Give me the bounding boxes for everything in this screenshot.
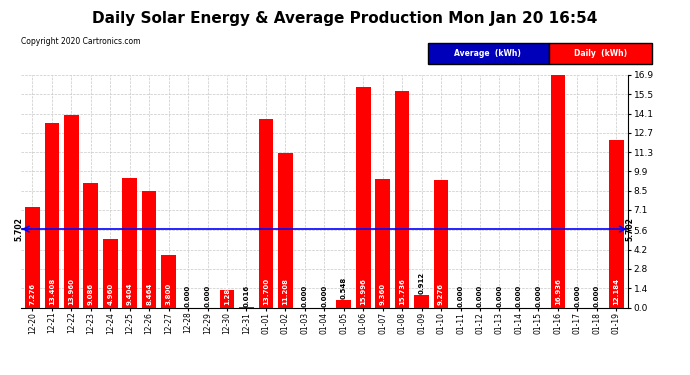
Text: Average  (kWh): Average (kWh) xyxy=(455,49,521,58)
Text: 0.548: 0.548 xyxy=(341,277,347,299)
Text: 0.000: 0.000 xyxy=(185,285,191,307)
Text: 8.464: 8.464 xyxy=(146,283,152,305)
Text: 0.000: 0.000 xyxy=(496,285,502,307)
Text: 9.404: 9.404 xyxy=(127,283,132,305)
Text: 12.184: 12.184 xyxy=(613,278,619,305)
Text: 16.936: 16.936 xyxy=(555,279,561,305)
Text: 3.800: 3.800 xyxy=(166,283,172,305)
Text: 0.000: 0.000 xyxy=(516,285,522,307)
Bar xyxy=(64,116,79,308)
Bar xyxy=(551,75,565,308)
Bar xyxy=(414,295,429,307)
Text: 0.912: 0.912 xyxy=(419,272,424,294)
Text: 9.360: 9.360 xyxy=(380,283,386,305)
Text: 0.000: 0.000 xyxy=(535,285,542,307)
Text: 0.000: 0.000 xyxy=(457,285,464,307)
Bar xyxy=(434,180,448,308)
Bar xyxy=(122,178,137,308)
Text: 0.000: 0.000 xyxy=(574,285,580,307)
Text: 9.276: 9.276 xyxy=(438,284,444,305)
Text: Daily Solar Energy & Average Production Mon Jan 20 16:54: Daily Solar Energy & Average Production … xyxy=(92,11,598,26)
Text: Copyright 2020 Cartronics.com: Copyright 2020 Cartronics.com xyxy=(21,38,140,46)
Bar xyxy=(609,140,624,308)
Bar xyxy=(219,290,235,308)
Bar xyxy=(83,183,98,308)
Text: Daily  (kWh): Daily (kWh) xyxy=(574,49,627,58)
Bar xyxy=(103,239,117,308)
Text: 0.016: 0.016 xyxy=(244,285,250,307)
Text: 9.086: 9.086 xyxy=(88,283,94,305)
Bar xyxy=(259,119,273,308)
Text: 15.996: 15.996 xyxy=(360,279,366,305)
Text: 7.276: 7.276 xyxy=(30,284,35,305)
Text: 15.736: 15.736 xyxy=(399,279,405,305)
Text: 5.702: 5.702 xyxy=(14,217,23,241)
Text: 0.000: 0.000 xyxy=(204,285,210,307)
Text: 0.000: 0.000 xyxy=(477,285,483,307)
Bar xyxy=(375,179,390,308)
Bar xyxy=(142,191,157,308)
Bar xyxy=(25,207,39,308)
Bar xyxy=(161,255,176,308)
Text: 11.208: 11.208 xyxy=(282,278,288,305)
Text: 0.000: 0.000 xyxy=(322,285,327,307)
Text: 13.408: 13.408 xyxy=(49,278,55,305)
Text: 5.702: 5.702 xyxy=(625,217,634,241)
Bar xyxy=(395,91,409,308)
Text: 4.960: 4.960 xyxy=(107,283,113,305)
Text: 13.960: 13.960 xyxy=(68,278,75,305)
Bar xyxy=(278,153,293,308)
Bar xyxy=(45,123,59,308)
Bar xyxy=(337,300,351,307)
Text: 0.000: 0.000 xyxy=(302,285,308,307)
Text: 0.000: 0.000 xyxy=(594,285,600,307)
Text: 1.284: 1.284 xyxy=(224,283,230,305)
Bar xyxy=(356,87,371,308)
Text: 13.700: 13.700 xyxy=(263,278,269,305)
